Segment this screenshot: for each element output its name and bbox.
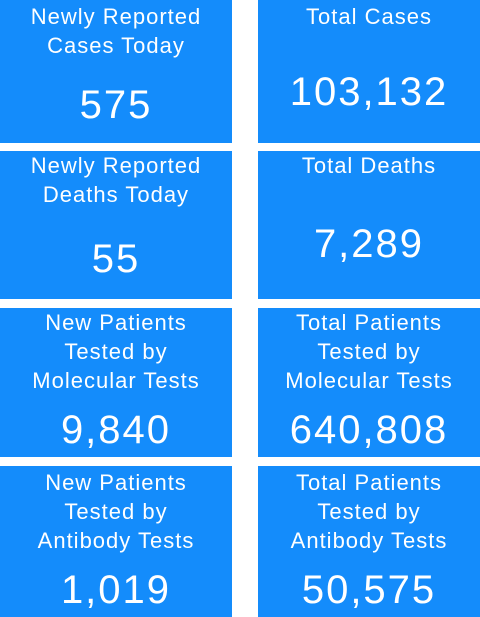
tile-label: Antibody Tests [290, 528, 448, 553]
tile-label: Antibody Tests [37, 528, 195, 553]
tile-label: New Patients [45, 310, 187, 335]
tile-label: Tested by [64, 339, 168, 364]
tile-label: Total Deaths [301, 153, 437, 178]
tile-label: Total Patients [295, 310, 443, 335]
tile-label: Tested by [64, 499, 168, 524]
tile-value: 575 [79, 83, 153, 127]
tile-label: Molecular Tests [285, 368, 453, 393]
tile-label: Cases Today [47, 33, 185, 58]
tile-value: 1,019 [60, 568, 172, 612]
tile-label: Newly Reported [30, 4, 202, 29]
tile-label: Tested by [317, 499, 421, 524]
tile-label: Total Cases [306, 4, 432, 29]
tile-value: 640,808 [289, 408, 449, 452]
stat-tile: Total Cases 103,132 [258, 0, 480, 143]
stat-tile: Newly Reported Cases Today 575 [0, 0, 232, 143]
tile-label: Total Patients [295, 470, 443, 495]
stat-tile: New Patients Tested by Molecular Tests 9,84… [0, 308, 232, 457]
tile-label: Molecular Tests [32, 368, 200, 393]
tile-value: 9,840 [60, 408, 172, 452]
tile-value: 50,575 [301, 568, 437, 612]
stat-tile: Total Deaths 7,289 [258, 151, 480, 299]
tile-label: Newly Reported [30, 153, 202, 178]
tile-label: Deaths Today [42, 182, 190, 207]
tile-label: Tested by [317, 339, 421, 364]
stat-tile: New Patients Tested by Antibody Tests 1,019 [0, 466, 232, 617]
tile-value: 103,132 [289, 70, 449, 114]
stat-tile: Total Patients Tested by Antibody Tests 50,… [258, 466, 480, 617]
stat-tile: Newly Reported Deaths Today 55 [0, 151, 232, 299]
tile-label: New Patients [45, 470, 187, 495]
tile-value: 55 [91, 237, 141, 281]
tile-value: 7,289 [313, 222, 425, 266]
stat-tile: Total Patients Tested by Molecular Tests 64… [258, 308, 480, 457]
